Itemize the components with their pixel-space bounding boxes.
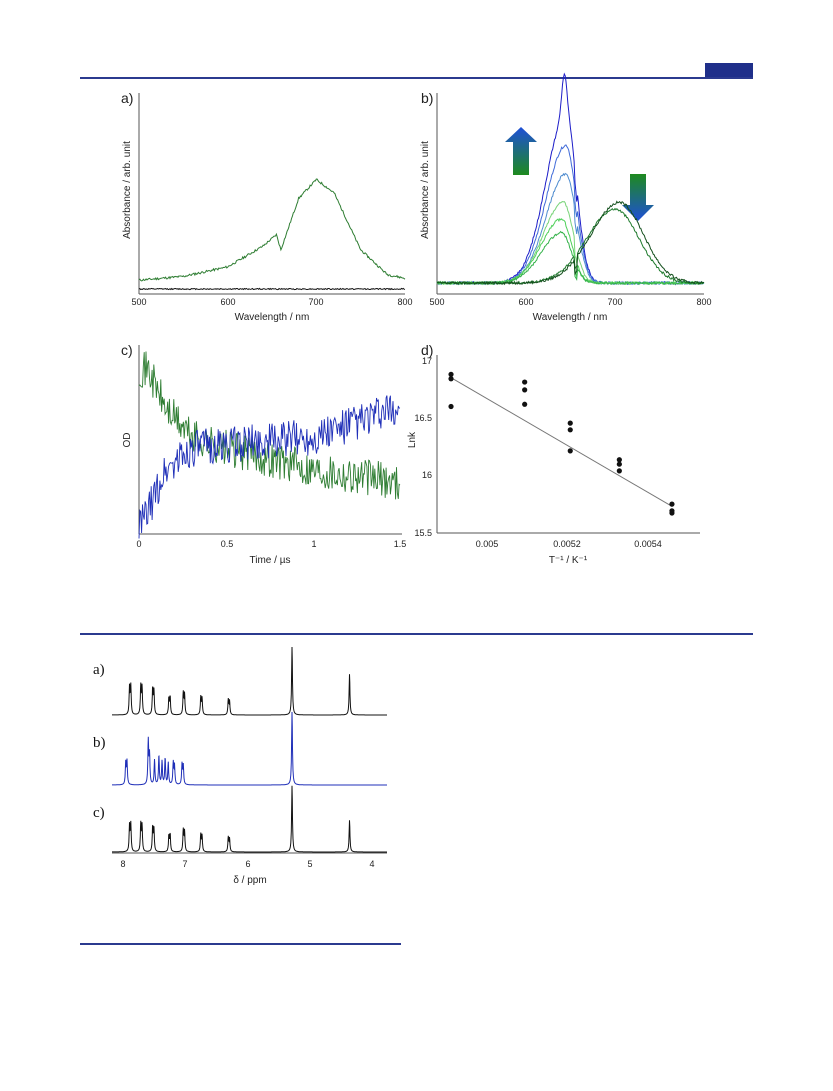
header-tab [705,63,753,77]
panel-d-xticks: 0.005 0.0052 0.0054 [476,539,662,549]
panel-c-plot [138,351,401,539]
header-rule [80,77,753,79]
figure-separator [80,633,753,635]
panel-c-xtick: 1.5 [394,539,407,549]
panel-d-ytick: 16.5 [414,413,432,423]
nmr-label-c: c) [93,805,105,821]
panel-a-xtick: 800 [397,297,412,307]
nmr-spectrum-0 [112,646,387,716]
panel-b-series-3 [436,201,705,286]
panel-b-xtick: 500 [429,297,444,307]
panel-d-point [448,403,454,410]
figure1: a) 500 600 700 800 Wavelength / nm Absor… [121,72,712,566]
nmr-plot [112,646,387,853]
panel-b-xtick: 700 [607,297,622,307]
panel-b-series-1 [436,144,705,286]
panel-d-point [616,457,622,463]
panel-d-xtick: 0.0054 [634,539,662,549]
panel-a-xtick: 500 [131,297,146,307]
panel-a: a) 500 600 700 800 Wavelength / nm Absor… [121,90,413,323]
figure2: a) b) c) 8 7 6 5 4 δ / ppm [93,646,387,886]
arrow-down-icon [622,174,654,221]
panel-d-xtick: 0.0052 [553,539,581,549]
panel-a-label: a) [121,90,133,106]
panel-c-label: c) [121,342,133,358]
panel-c-xtick: 0 [136,539,141,549]
panel-c-xticks: 0 0.5 1 1.5 [136,539,406,549]
panel-a-series-1 [138,287,406,291]
panel-d-xlabel: T⁻¹ / K⁻¹ [549,555,588,566]
nmr-label-b: b) [93,735,106,751]
panel-d-point [616,468,622,474]
panel-d-point [567,427,573,433]
panel-d-point [522,379,528,385]
panel-b-series-7 [436,200,705,286]
panel-a-xlabel: Wavelength / nm [235,312,310,323]
panel-a-ylabel: Absorbance / arb. unit [122,141,133,239]
panel-c-ylabel: OD [122,433,133,448]
arrow-up-icon [505,127,537,175]
panel-d-point [616,461,622,467]
panel-b-xtick: 800 [696,297,711,307]
panel-d-ylabel: Lnk [407,431,418,448]
nmr-spectrum-2 [112,785,387,853]
panel-b-plot [436,72,705,286]
panel-c-xtick: 1 [311,539,316,549]
panel-d-fit-line [450,377,673,507]
panel-d-ytick: 16 [422,470,432,480]
panel-b-ylabel: Absorbance / arb. unit [420,141,431,239]
panel-d-point [448,371,454,377]
panel-b-label: b) [421,90,433,106]
nmr-spectrum-1 [112,711,387,786]
panel-b-xtick: 600 [518,297,533,307]
panel-d-point [448,376,454,382]
panel-a-xtick: 600 [220,297,235,307]
panel-d-point [567,448,573,454]
panel-d-label: d) [421,342,433,358]
nmr-xtick: 8 [120,859,125,869]
nmr-xlabel: δ / ppm [233,875,266,886]
panel-d-ytick: 15.5 [414,528,432,538]
panel-b: b) 500 600 700 800 Wavelength / nm Absor… [420,72,712,323]
panel-a-plot [138,178,406,291]
panel-d-point [669,501,675,507]
nmr-label-a: a) [93,662,105,678]
panel-b-series-2 [436,172,705,286]
nmr-xticks: 8 7 6 5 4 [120,859,374,869]
panel-a-xticks: 500 600 700 800 [131,297,412,307]
panel-d-xtick: 0.005 [476,539,499,549]
panel-c-xtick: 0.5 [221,539,234,549]
panel-d-point [522,387,528,393]
panel-d: d) 15.5 16 16.5 17 0.005 0.0052 0.0054 T… [407,342,700,566]
footer-rule [80,943,401,945]
panel-b-series-6 [436,207,705,286]
panel-d-plot [448,371,675,516]
panel-d-yticks: 15.5 16 16.5 17 [414,356,432,538]
nmr-xtick: 5 [307,859,312,869]
panel-d-point [522,401,528,407]
panel-b-xlabel: Wavelength / nm [533,312,608,323]
nmr-xtick: 6 [245,859,250,869]
panel-c: c) 0 0.5 1 1.5 Time / µs OD [121,342,406,566]
panel-c-series-1 [138,395,401,539]
nmr-xtick: 7 [182,859,187,869]
panel-a-series-0 [138,178,406,282]
panel-c-xlabel: Time / µs [250,555,291,566]
panel-d-ytick: 17 [422,356,432,366]
panel-c-series-0 [138,351,401,500]
panel-d-point [567,420,573,426]
panel-d-point [669,510,675,516]
panel-b-series-0 [436,72,705,286]
nmr-xtick: 4 [369,859,374,869]
panel-a-xtick: 700 [308,297,323,307]
panel-b-xticks: 500 600 700 800 [429,297,711,307]
